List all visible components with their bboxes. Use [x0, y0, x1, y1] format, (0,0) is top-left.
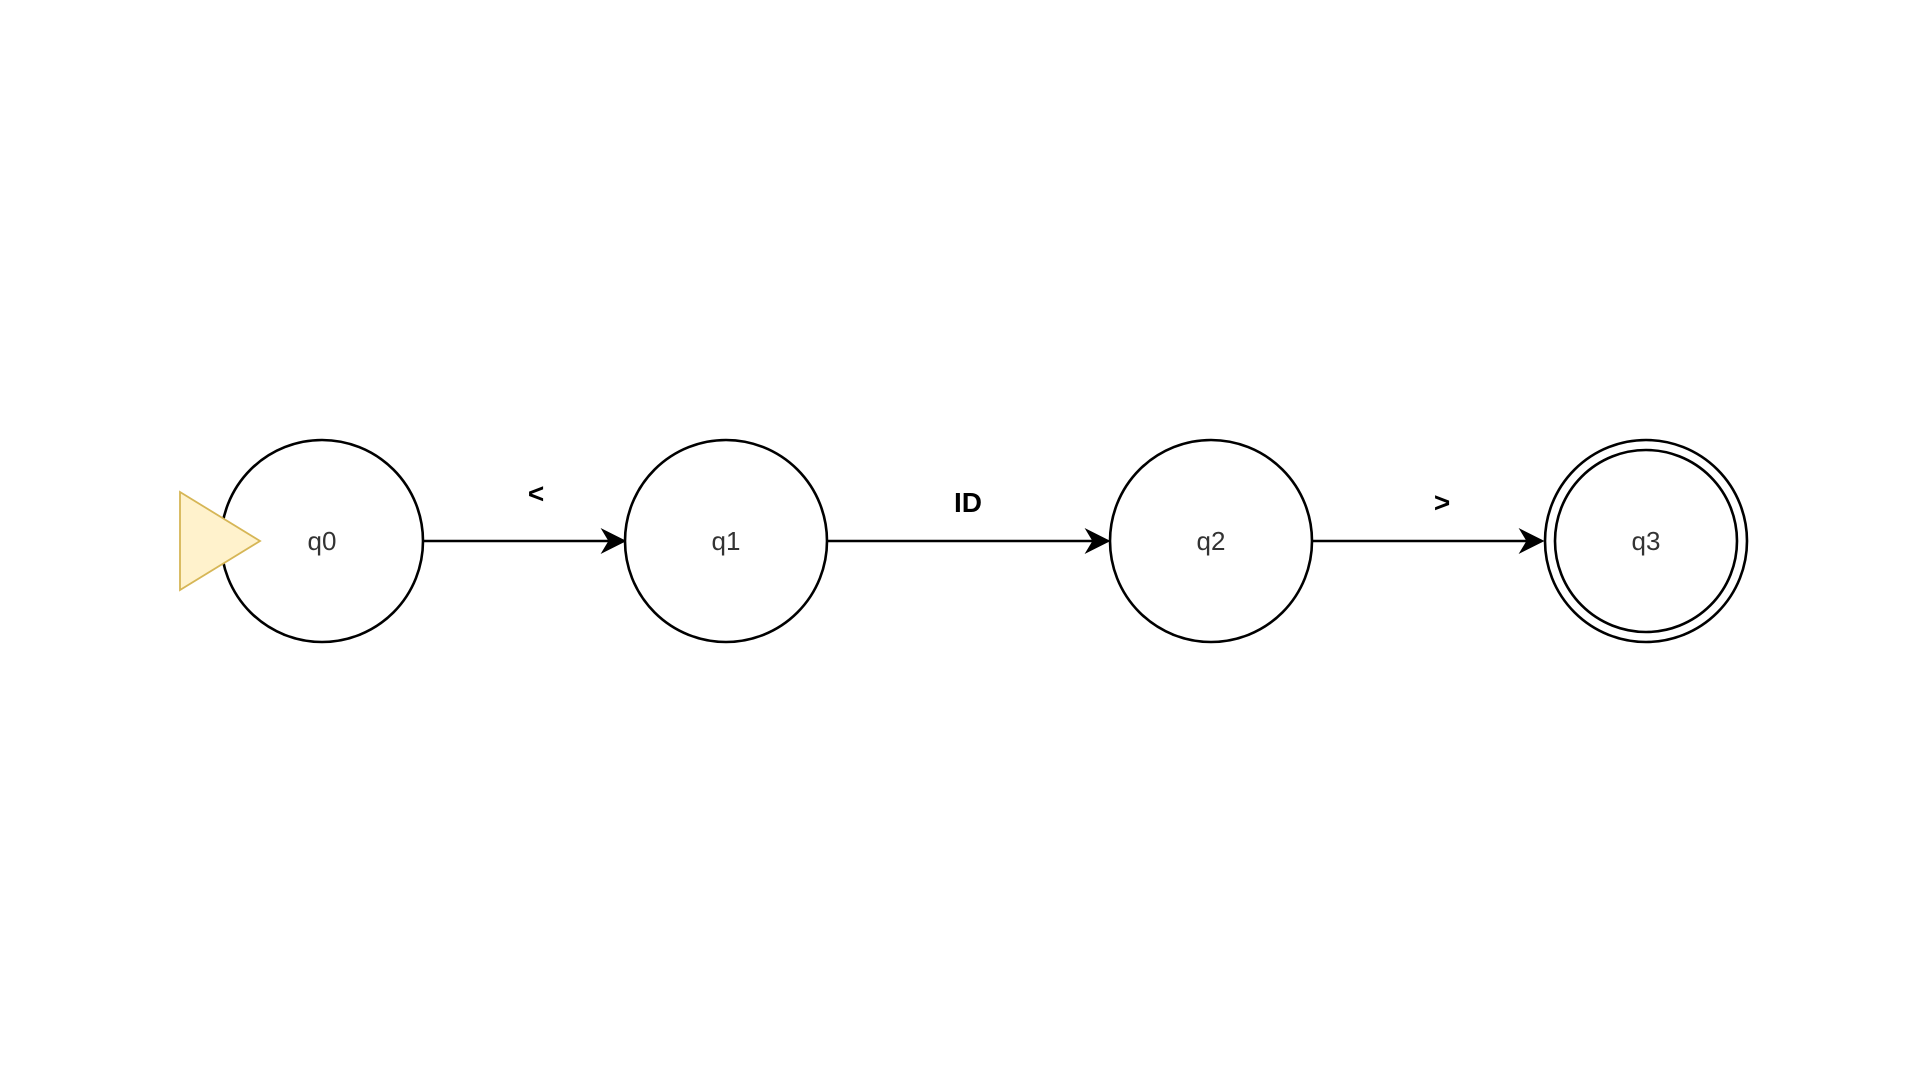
transition-q2-q3: > [1312, 487, 1545, 554]
transition-label: > [1434, 487, 1450, 518]
state-inner-circle [1553, 448, 1739, 634]
transition-q0-q1: < [423, 478, 627, 554]
state-label: q2 [1197, 526, 1226, 556]
transition-label: ID [954, 487, 982, 518]
state-q1: q1 [623, 438, 829, 644]
state-label: q3 [1632, 526, 1661, 556]
state-q2: q2 [1108, 438, 1314, 644]
transition-label: < [528, 478, 544, 509]
state-q3-accepting: q3 [1543, 438, 1749, 644]
start-state-marker-icon [179, 490, 262, 592]
state-label: q0 [308, 526, 337, 556]
state-label: q1 [712, 526, 741, 556]
state-circle [1108, 438, 1314, 644]
state-circle [623, 438, 829, 644]
transition-q1-q2: ID [827, 487, 1111, 554]
state-q0: q0 [219, 438, 425, 644]
